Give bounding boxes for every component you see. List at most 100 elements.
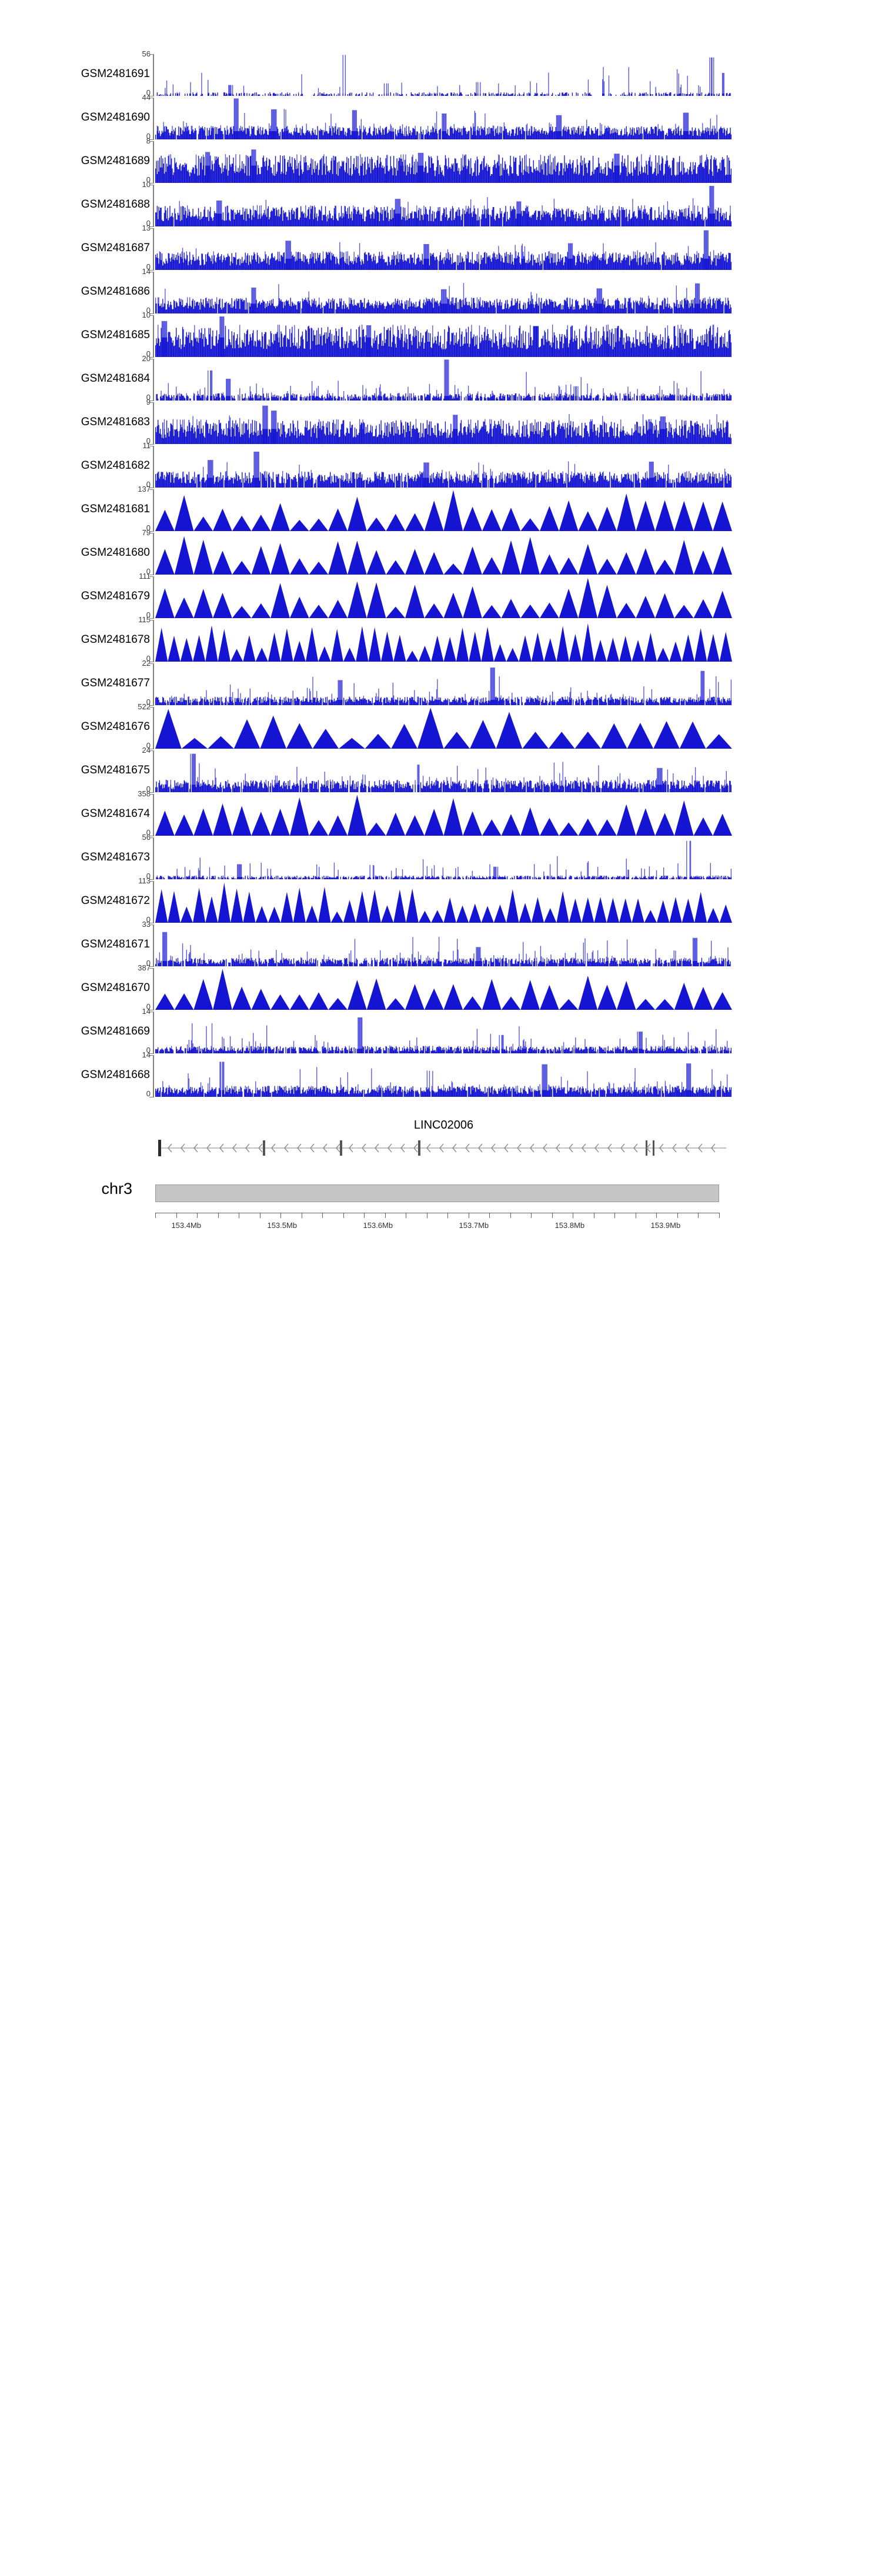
genome-axis-tick	[698, 1213, 699, 1218]
coverage-track[interactable]: GSM2481680 79 0	[0, 528, 882, 576]
track-coverage-plot[interactable]	[155, 402, 732, 444]
track-axis-min-label: 0	[146, 175, 151, 184]
track-y-axis	[153, 315, 154, 358]
coverage-track[interactable]: GSM2481671 33 0	[0, 920, 882, 967]
track-coverage-plot[interactable]	[155, 315, 732, 357]
genome-axis-tick	[322, 1213, 323, 1218]
track-y-tick	[149, 794, 154, 795]
track-coverage-plot[interactable]	[155, 1055, 732, 1097]
track-axis-max-label: 33	[142, 920, 151, 929]
coverage-track[interactable]: GSM2481674 358 0	[0, 789, 882, 837]
coverage-track[interactable]: GSM2481684 20 0	[0, 354, 882, 402]
genome-axis-tick	[385, 1213, 386, 1218]
track-label: GSM2481690	[81, 111, 150, 124]
track-coverage-plot[interactable]	[155, 663, 732, 705]
track-coverage-plot[interactable]	[155, 489, 732, 531]
track-axis-min-label: 0	[146, 393, 151, 402]
coverage-track[interactable]: GSM2481685 10 0	[0, 311, 882, 358]
genome-axis-tick	[656, 1213, 657, 1218]
track-coverage-plot[interactable]	[155, 620, 732, 662]
track-coverage-plot[interactable]	[155, 750, 732, 792]
coverage-track[interactable]: GSM2481673 56 0	[0, 833, 882, 880]
track-y-tick	[149, 531, 154, 532]
track-coverage-plot[interactable]	[155, 54, 732, 96]
gene-model-track[interactable]	[155, 1137, 732, 1159]
track-label: GSM2481674	[81, 807, 150, 820]
track-coverage-plot[interactable]	[155, 968, 732, 1010]
track-y-axis	[153, 54, 154, 96]
track-axis-max-label: 137	[138, 485, 151, 493]
track-label: GSM2481684	[81, 372, 150, 385]
genome-axis-tick	[552, 1213, 553, 1218]
genome-axis-tick-label: 153.5Mb	[267, 1221, 298, 1230]
track-label: GSM2481668	[81, 1069, 150, 1081]
track-coverage-plot[interactable]	[155, 707, 732, 749]
coverage-track[interactable]: GSM2481670 387 0	[0, 963, 882, 1011]
track-coverage-plot[interactable]	[155, 185, 732, 226]
coverage-track[interactable]: GSM2481686 14 0	[0, 267, 882, 315]
coverage-track[interactable]: GSM2481672 113 0	[0, 876, 882, 924]
track-coverage-plot[interactable]	[155, 837, 732, 879]
track-label: GSM2481681	[81, 503, 150, 515]
genome-axis-tick	[218, 1213, 219, 1218]
coverage-track[interactable]: GSM2481690 44 0	[0, 93, 882, 141]
genome-axis-tick-label: 153.9Mb	[650, 1221, 681, 1230]
track-coverage-plot[interactable]	[155, 1012, 732, 1053]
track-y-tick	[149, 966, 154, 967]
track-y-tick	[149, 837, 154, 838]
track-axis-min-label: 0	[146, 610, 151, 619]
coverage-track[interactable]: GSM2481691 56 0	[0, 49, 882, 97]
track-y-tick	[149, 879, 154, 880]
coverage-track[interactable]: GSM2481689 8 0	[0, 136, 882, 184]
track-y-tick	[149, 707, 154, 708]
coverage-track[interactable]: GSM2481669 14 0	[0, 1007, 882, 1055]
track-coverage-plot[interactable]	[155, 881, 732, 923]
track-y-tick	[149, 1053, 154, 1054]
track-y-tick	[149, 1055, 154, 1056]
track-y-tick	[149, 226, 154, 227]
track-axis-min-label: 0	[146, 88, 151, 97]
coverage-track[interactable]: GSM2481687 13 0	[0, 223, 882, 271]
chromosome-ideogram-bar[interactable]	[155, 1184, 719, 1202]
track-axis-max-label: 358	[138, 789, 151, 798]
track-coverage-plot[interactable]	[155, 576, 732, 618]
track-coverage-plot[interactable]	[155, 228, 732, 270]
track-axis-max-label: 14	[142, 1007, 151, 1016]
coverage-track[interactable]: GSM2481679 111 0	[0, 572, 882, 619]
track-axis-min-label: 0	[146, 306, 151, 315]
track-coverage-plot[interactable]	[155, 533, 732, 575]
track-y-axis	[153, 185, 154, 227]
genome-axis-tick-label: 153.7Mb	[459, 1221, 489, 1230]
genome-axis-tick	[614, 1213, 616, 1218]
track-y-tick	[149, 881, 154, 882]
track-coverage-plot[interactable]	[155, 141, 732, 183]
track-coverage-plot[interactable]	[155, 272, 732, 313]
track-label: GSM2481691	[81, 68, 150, 80]
track-axis-min-label: 0	[146, 1002, 151, 1011]
track-coverage-plot[interactable]	[155, 359, 732, 401]
coverage-track[interactable]: GSM2481681 137 0	[0, 485, 882, 532]
track-label: GSM2481671	[81, 938, 150, 950]
track-y-axis	[153, 141, 154, 183]
track-coverage-plot[interactable]	[155, 98, 732, 139]
coverage-track[interactable]: GSM2481678 115 0	[0, 615, 882, 663]
track-label: GSM2481682	[81, 459, 150, 472]
coverage-track[interactable]: GSM2481683 9 0	[0, 398, 882, 445]
track-axis-min-label: 0	[146, 1089, 151, 1098]
track-coverage-plot[interactable]	[155, 925, 732, 966]
track-axis-min-label: 0	[146, 349, 151, 358]
coverage-track[interactable]: GSM2481677 22 0	[0, 659, 882, 706]
track-y-tick	[149, 750, 154, 751]
coverage-track[interactable]: GSM2481675 24 0	[0, 746, 882, 793]
track-y-tick	[149, 54, 154, 55]
coverage-track[interactable]: GSM2481668 14 0	[0, 1050, 882, 1098]
coverage-track[interactable]: GSM2481688 10 0	[0, 180, 882, 228]
track-label: GSM2481687	[81, 242, 150, 254]
track-coverage-plot[interactable]	[155, 794, 732, 836]
coverage-track[interactable]: GSM2481682 11 0	[0, 441, 882, 489]
track-coverage-plot[interactable]	[155, 446, 732, 488]
genome-axis-tick-label: 153.8Mb	[554, 1221, 585, 1230]
coverage-track[interactable]: GSM2481676 522 0	[0, 702, 882, 750]
track-axis-max-label: 44	[142, 93, 151, 102]
track-label: GSM2481683	[81, 416, 150, 428]
